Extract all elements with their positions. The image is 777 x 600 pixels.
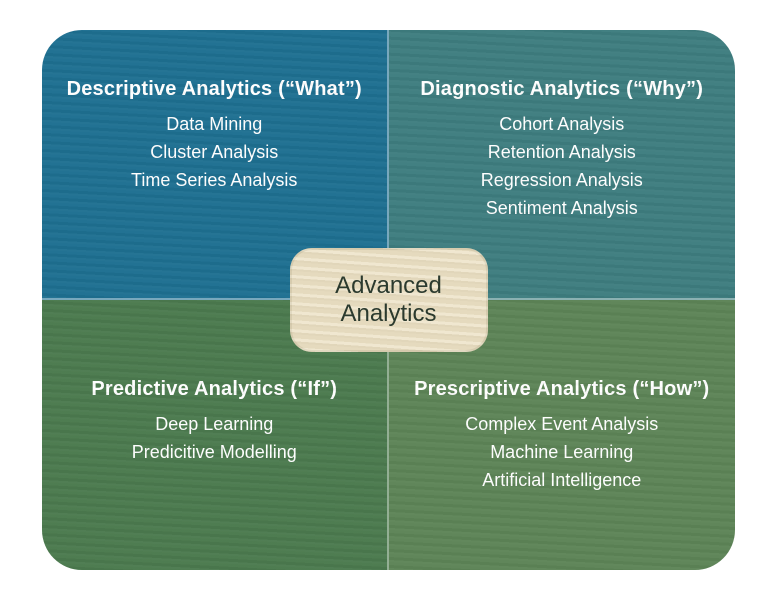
quadrant-item: Retention Analysis (488, 139, 636, 167)
quadrant-item: Regression Analysis (481, 167, 643, 195)
center-line2: Analytics (340, 300, 436, 327)
quadrant-item: Deep Learning (155, 411, 273, 439)
quadrant-item: Cohort Analysis (499, 111, 624, 139)
quadrant-item: Predicitive Modelling (132, 439, 297, 467)
quadrant-title: Prescriptive Analytics (“How”) (414, 378, 709, 401)
quadrant-item: Time Series Analysis (131, 167, 297, 195)
quadrant-item: Sentiment Analysis (486, 195, 638, 223)
analytics-quadrant-container: Descriptive Analytics (“What”) Data Mini… (42, 30, 735, 570)
quadrant-title: Descriptive Analytics (“What”) (67, 78, 362, 101)
quadrant-item: Data Mining (166, 111, 262, 139)
quadrant-title: Predictive Analytics (“If”) (91, 378, 337, 401)
quadrant-item: Cluster Analysis (150, 139, 278, 167)
quadrant-item: Complex Event Analysis (465, 411, 658, 439)
quadrant-item: Artificial Intelligence (482, 467, 641, 495)
quadrant-title: Diagnostic Analytics (“Why”) (420, 78, 703, 101)
center-badge: Advanced Analytics (290, 248, 488, 352)
center-title: Advanced Analytics (335, 272, 442, 329)
quadrant-item: Machine Learning (490, 439, 633, 467)
center-line1: Advanced (335, 272, 442, 299)
